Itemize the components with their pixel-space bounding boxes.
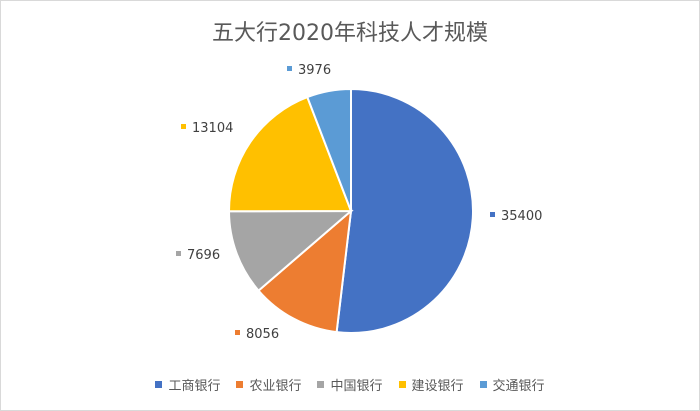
legend-label: 工商银行 xyxy=(168,379,221,394)
data-label-marker-1 xyxy=(490,212,495,217)
pie-slice-4 xyxy=(227,95,353,213)
legend-label: 中国银行 xyxy=(330,379,383,394)
legend-item-3: 中国银行 xyxy=(317,375,383,394)
legend-swatch xyxy=(317,381,325,388)
data-label-4: 13104 xyxy=(192,121,233,136)
legend-label: 交通银行 xyxy=(492,379,545,394)
legend-item-4: 建设银行 xyxy=(398,375,464,394)
chart-title: 五大行2020年科技人才规模 xyxy=(212,21,488,46)
data-label-2: 8056 xyxy=(246,327,279,342)
data-label-1: 35400 xyxy=(501,209,542,224)
legend-swatch xyxy=(479,381,487,388)
data-label-5: 3976 xyxy=(298,63,331,78)
data-label-3: 7696 xyxy=(187,248,220,263)
legend-label: 农业银行 xyxy=(249,379,302,394)
data-label-marker-3 xyxy=(176,251,181,256)
legend-item-5: 交通银行 xyxy=(479,375,545,394)
legend-swatch xyxy=(155,381,163,388)
legend: 工商银行 农业银行 中国银行 建设银行 交通银行 xyxy=(1,375,699,394)
pie-slice-1 xyxy=(335,87,474,334)
legend-item-2: 农业银行 xyxy=(236,375,301,394)
legend-label: 建设银行 xyxy=(411,379,464,394)
pie-slice-3 xyxy=(227,209,354,293)
data-label-marker-2 xyxy=(235,330,240,335)
data-label-marker-5 xyxy=(287,66,292,71)
legend-swatch xyxy=(398,381,406,388)
pie-slice-5 xyxy=(306,87,352,212)
pie-slice-2 xyxy=(257,208,353,334)
data-label-marker-4 xyxy=(181,124,186,129)
legend-swatch xyxy=(236,381,244,388)
legend-item-1: 工商银行 xyxy=(155,375,220,394)
